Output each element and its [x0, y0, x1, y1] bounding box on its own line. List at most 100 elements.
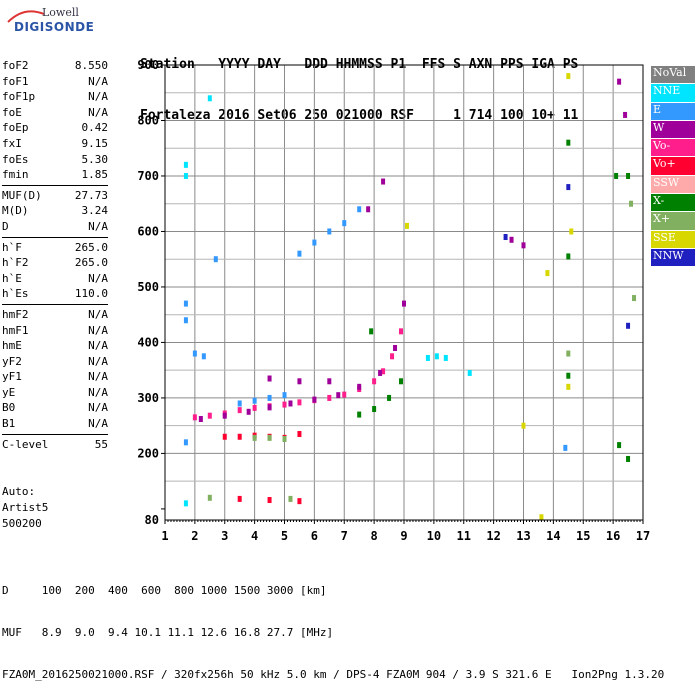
data-point	[297, 378, 302, 385]
data-point	[192, 350, 197, 357]
param-value: 8.550	[74, 59, 108, 72]
chart-grid	[165, 65, 643, 520]
data-point	[252, 397, 257, 404]
data-point	[539, 514, 544, 521]
param-label: fmin	[2, 168, 29, 182]
param-label: foEs	[2, 152, 29, 166]
data-point	[566, 383, 571, 390]
param-label: yF2	[2, 354, 22, 368]
legend-entry: NNW	[651, 248, 695, 267]
param-row: B0 N/A	[2, 400, 108, 416]
param-label: MUF(D)	[2, 188, 42, 202]
data-point	[503, 234, 508, 241]
data-point	[213, 256, 218, 263]
data-point	[626, 455, 631, 462]
autoscaling-info: Auto: Artist5 500200	[2, 484, 48, 532]
data-point	[246, 408, 251, 415]
param-row: h`Es 110.0	[2, 286, 108, 302]
param-label: D	[2, 219, 9, 233]
data-point	[237, 400, 242, 407]
param-row: hmF2 N/A	[2, 307, 108, 323]
data-point	[342, 220, 347, 227]
data-point	[297, 498, 302, 505]
data-point	[399, 328, 404, 335]
param-row: h`E N/A	[2, 271, 108, 287]
data-point	[282, 435, 287, 442]
data-point	[617, 442, 622, 449]
auto-artist: Artist5	[2, 501, 49, 514]
data-point	[267, 394, 272, 401]
param-label: foF2	[2, 59, 29, 72]
param-value: 55	[94, 437, 108, 451]
y-tick-label: 800	[137, 113, 159, 127]
auto-label: Auto:	[2, 485, 36, 498]
data-point	[183, 439, 188, 446]
legend-entry: NNE	[651, 84, 695, 102]
data-point	[336, 392, 341, 399]
data-point	[297, 250, 302, 257]
data-point	[207, 412, 212, 419]
params-separator	[2, 433, 108, 435]
param-row: M(D) 3.24	[2, 203, 108, 219]
params-separator	[2, 236, 108, 238]
data-point	[393, 344, 398, 351]
legend-entry: W	[651, 120, 695, 139]
param-label: h`F	[2, 240, 22, 254]
params-separator	[2, 184, 108, 186]
data-point	[222, 412, 227, 419]
logo-text-digisonde: DIGISONDE	[14, 20, 95, 34]
param-row: foF1 N/A	[2, 74, 108, 90]
data-point	[569, 228, 574, 235]
ionogram-chart: 1 2 3 4 5 6 7 8 9 10 11 12 13 14 15 16 17802003004005006…	[137, 58, 650, 543]
data-point	[297, 399, 302, 406]
param-value: 9.15	[81, 136, 109, 150]
data-point	[563, 444, 568, 451]
x-tick-label: 10	[427, 529, 441, 543]
data-point	[357, 411, 362, 418]
logo-text-lowell: Lowell	[42, 6, 79, 19]
y-tick-label: 300	[137, 391, 159, 405]
x-tick-label: 8	[371, 529, 378, 543]
param-value: N/A	[88, 370, 108, 384]
y-tick-label: 900	[137, 58, 159, 72]
data-point	[327, 394, 332, 401]
legend-entry: E	[651, 102, 695, 120]
data-point	[288, 400, 293, 407]
data-point	[521, 422, 526, 429]
swoosh-icon	[7, 10, 45, 23]
legend-entry: NoVal	[651, 66, 695, 84]
data-point	[327, 228, 332, 235]
param-row: foEp 0.42	[2, 120, 108, 136]
legend-entry: Vo-	[651, 139, 695, 157]
legend-entry: Vo+	[651, 157, 695, 175]
param-value: 1.85	[81, 168, 109, 182]
data-point	[183, 300, 188, 307]
lowell-digisonde-logo: Lowell DIGISONDE	[4, 6, 94, 42]
param-row: D N/A	[2, 219, 108, 235]
data-point	[399, 378, 404, 385]
header-value-date: 2016 Set06	[218, 108, 297, 123]
params-separator	[2, 303, 108, 305]
footer-muf-line: MUF 8.9 9.0 9.4 10.1 11.1 12.6 16.8 27.7…	[2, 626, 334, 639]
x-tick-label: 12	[486, 529, 500, 543]
param-value: N/A	[88, 339, 108, 353]
legend-entry: SSE	[651, 230, 695, 248]
data-point	[614, 172, 619, 179]
param-label: yF1	[2, 370, 22, 384]
x-tick-label: 9	[400, 529, 407, 543]
header-values-row: Fortaleza 2016 Set06 250 021000 RSF 1 71…	[140, 107, 578, 124]
data-point	[288, 495, 293, 502]
param-value: N/A	[88, 323, 108, 337]
param-value: N/A	[88, 74, 108, 88]
data-point	[312, 239, 317, 246]
data-point	[183, 172, 188, 179]
data-point	[372, 378, 377, 385]
param-label: B1	[2, 417, 16, 431]
header-value-program: RSF	[390, 108, 414, 123]
x-tick-label: 6	[311, 529, 318, 543]
data-point	[183, 500, 188, 507]
param-value: N/A	[88, 307, 108, 321]
data-point	[372, 406, 377, 413]
param-value: N/A	[88, 385, 108, 399]
param-row: yF2 N/A	[2, 354, 108, 370]
